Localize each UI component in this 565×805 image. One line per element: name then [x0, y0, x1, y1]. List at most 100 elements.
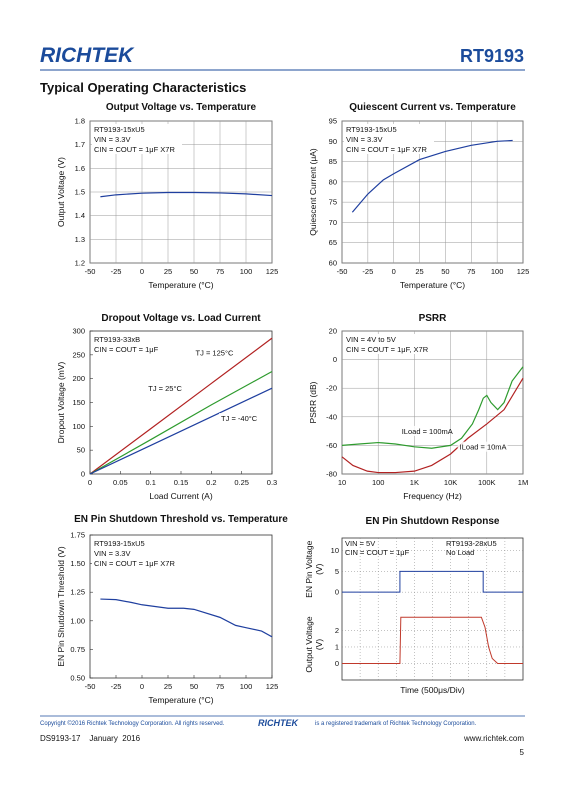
series-label: TJ = -40°C	[221, 414, 258, 423]
series-label-bg	[193, 347, 244, 358]
x-tick-label: -50	[85, 267, 96, 276]
annotation-bg	[92, 144, 182, 154]
y-tick-label: 95	[329, 117, 337, 126]
y-tick-label: 70	[329, 218, 337, 227]
x-tick-label: 25	[164, 682, 172, 691]
x-tick-label: 125	[517, 267, 530, 276]
y-tick-label: 1.4	[75, 211, 85, 220]
series-label: ILoad = 100mA	[402, 427, 453, 436]
x-tick-label: 0.1	[145, 478, 155, 487]
series-line	[89, 337, 273, 475]
part-number: RT9193	[460, 46, 524, 66]
series-line	[341, 377, 524, 474]
annotation-bg	[344, 334, 434, 344]
x-tick-label: 0	[140, 682, 144, 691]
y-tick-label: 1	[335, 642, 339, 651]
y-tick-label: 2	[335, 626, 339, 635]
series-line	[351, 139, 513, 213]
series-label-bg	[219, 413, 270, 424]
series-line	[89, 370, 273, 475]
annotation: RT9193-28xU5	[446, 539, 497, 548]
x-tick-label: 100K	[478, 478, 496, 487]
series-label: TJ = 125°C	[196, 348, 234, 357]
y-tick-label: 80	[329, 177, 337, 186]
y-axis-label: Dropout Voltage (mV)	[56, 361, 66, 443]
y-tick-label: 250	[72, 350, 85, 359]
y-tick-label: 1.2	[75, 259, 85, 268]
x-tick-label: 100	[240, 267, 253, 276]
annotation: CIN = COUT = 1μF X7R	[346, 145, 427, 154]
annotation: VIN = 3.3V	[346, 135, 382, 144]
y-tick-label: 0.50	[70, 674, 85, 683]
x-tick-label: 0.05	[113, 478, 128, 487]
x-tick-label: 100	[491, 267, 504, 276]
annotation-bg	[92, 538, 182, 548]
annotation: RT9193-15xU5	[94, 125, 145, 134]
trace	[342, 570, 523, 593]
annotation: RT9193-33xB	[94, 335, 140, 344]
x-tick-label: 0.15	[174, 478, 189, 487]
y-tick-label: 0	[333, 355, 337, 364]
series-label-bg	[146, 383, 197, 394]
annotation: RT9193-15xU5	[94, 539, 145, 548]
y-tick-label: 1.3	[75, 235, 85, 244]
annotation: CIN = COUT = 1μF	[345, 548, 410, 557]
annotation: No Load	[446, 548, 474, 557]
chart-title: EN Pin Shutdown Threshold vs. Temperatur…	[74, 514, 288, 525]
x-axis-label: Frequency (Hz)	[403, 491, 462, 501]
x-tick-label: 0.25	[234, 478, 249, 487]
annotation-bg	[344, 344, 434, 354]
x-tick-label: 100	[240, 682, 253, 691]
y-tick-label: 1.8	[75, 117, 85, 126]
series-line	[100, 598, 273, 638]
x-tick-label: -25	[111, 267, 122, 276]
x-axis-label: Temperature (°C)	[148, 280, 213, 290]
y-tick-label: 75	[329, 198, 337, 207]
chart-title: EN Pin Shutdown Response	[366, 516, 500, 527]
x-tick-label: 10	[338, 478, 346, 487]
chart-title: Quiescent Current vs. Temperature	[349, 102, 516, 113]
x-tick-label: 25	[164, 267, 172, 276]
y-tick-label: 20	[329, 327, 337, 336]
y-tick-label: -80	[326, 470, 337, 479]
y-tick-label: 0	[335, 659, 339, 668]
y-tick-label: 1.5	[75, 188, 85, 197]
y-tick-label: 1.75	[70, 531, 85, 540]
x-tick-label: 50	[190, 267, 198, 276]
x-tick-label: 50	[190, 682, 198, 691]
url: www.richtek.com	[463, 734, 524, 743]
x-tick-label: 0.3	[267, 478, 277, 487]
x-tick-label: 0.2	[206, 478, 216, 487]
x-tick-label: 75	[216, 267, 224, 276]
x-tick-label: 100	[372, 478, 385, 487]
annotation-bg	[92, 344, 182, 354]
y-tick-label: 1.7	[75, 140, 85, 149]
x-axis-label: Time (500μs/Div)	[400, 685, 465, 695]
logo: RICHTEK	[40, 44, 135, 67]
annotation: RT9193-15xU5	[346, 125, 397, 134]
y-tick-label: 1.6	[75, 164, 85, 173]
chart-title: Output Voltage vs. Temperature	[106, 102, 257, 113]
annotation: VIN = 3.3V	[94, 549, 130, 558]
y-tick-label: 0	[335, 588, 339, 597]
y-tick-label: 300	[72, 327, 85, 336]
x-tick-label: -25	[362, 267, 373, 276]
annotation: VIN = 5V	[345, 539, 375, 548]
y-axis-label: Quiescent Current (μA)	[308, 148, 318, 236]
y-tick-label: 0.75	[70, 645, 85, 654]
y-tick-label: 50	[77, 446, 85, 455]
x-tick-label: 125	[266, 682, 279, 691]
x-tick-label: -25	[111, 682, 122, 691]
y-tick-label: -40	[326, 412, 337, 421]
x-tick-label: 10K	[444, 478, 457, 487]
trademark: is a registered trademark of Richtek Tec…	[315, 721, 477, 727]
annotation: CIN = COUT = 1μF	[94, 345, 159, 354]
annotation-bg	[92, 124, 182, 134]
x-axis-label: Load Current (A)	[149, 491, 212, 501]
x-tick-label: 75	[467, 267, 475, 276]
x-tick-label: 50	[441, 267, 449, 276]
footer-logo: RICHTEK	[258, 718, 299, 728]
x-tick-label: 0	[392, 267, 396, 276]
x-tick-label: 0	[140, 267, 144, 276]
y-tick-label: 1.50	[70, 559, 85, 568]
